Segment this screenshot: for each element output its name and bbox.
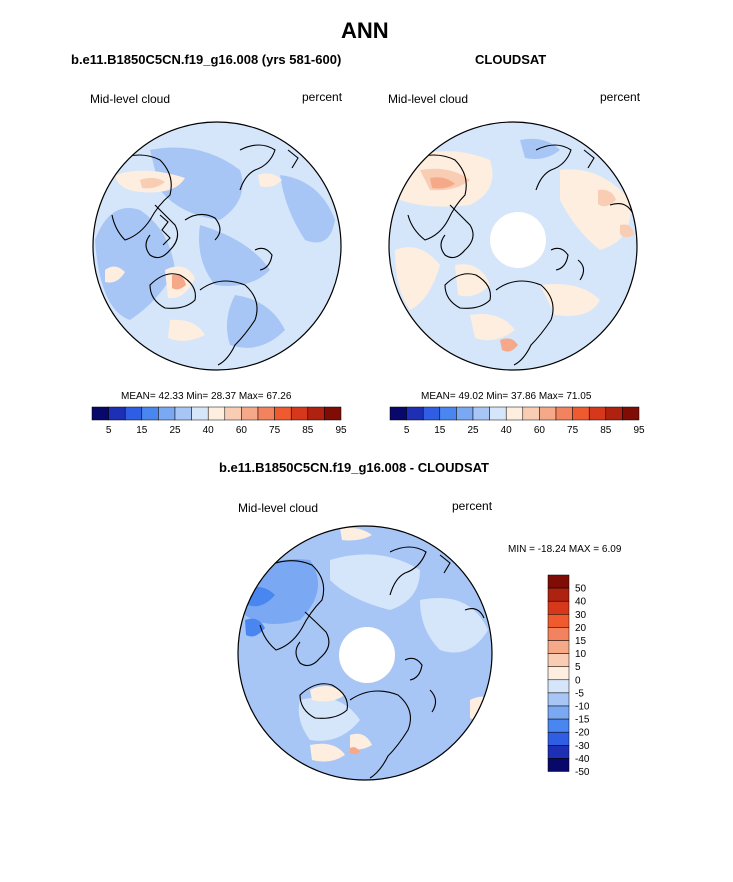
colorbar-tick-label: 60 <box>236 425 248 436</box>
colorbar-tick-label: 50 <box>575 584 587 595</box>
colorbar-swatch <box>547 692 570 707</box>
colorbar-swatch <box>389 406 407 421</box>
panel1-polar-map <box>92 121 342 371</box>
colorbar-swatch <box>547 731 570 746</box>
colorbar-swatch <box>224 406 242 421</box>
colorbar-tick-label: -20 <box>575 728 590 739</box>
colorbar-tick-label: 95 <box>335 425 347 436</box>
colorbar-tick-label: 30 <box>575 610 587 621</box>
colorbar-tick-label: 10 <box>575 649 587 660</box>
colorbar-tick-label: 20 <box>575 623 587 634</box>
colorbar-swatch <box>91 406 109 421</box>
colorbar-swatch <box>241 406 259 421</box>
colorbar-tick-label: 75 <box>269 425 281 436</box>
panel2-colorbar: 5 15 25 40 60 75 85 95 <box>389 406 645 436</box>
colorbar-swatch <box>108 406 126 421</box>
colorbar-swatch <box>274 406 292 421</box>
colorbar-swatch <box>307 406 325 421</box>
panel3-polar-map <box>237 525 493 781</box>
colorbar-swatch <box>174 406 192 421</box>
colorbar-tick-label: -50 <box>575 767 590 778</box>
colorbar-swatch <box>522 406 540 421</box>
panel1-units-label: percent <box>302 90 343 104</box>
colorbar-tick-label: 85 <box>600 425 612 436</box>
colorbar-tick-label: 5 <box>404 425 410 436</box>
panel2-stats: MEAN= 49.02 Min= 37.86 Max= 71.05 <box>421 391 592 402</box>
colorbar-tick-label: 5 <box>106 425 112 436</box>
colorbar-swatch <box>555 406 573 421</box>
colorbar-tick-label: -15 <box>575 715 590 726</box>
colorbar-swatch <box>547 600 570 615</box>
panel1-colorbar: 5 15 25 40 60 75 85 95 <box>91 406 347 436</box>
colorbar-tick-label: 40 <box>575 597 587 608</box>
colorbar-swatch <box>290 406 309 421</box>
panel2-subtitle: CLOUDSAT <box>475 52 547 67</box>
colorbar-tick-label: 85 <box>302 425 314 436</box>
colorbar-swatch <box>191 406 209 421</box>
colorbar-swatch <box>547 614 570 628</box>
colorbar-swatch <box>141 406 159 421</box>
colorbar-swatch <box>572 406 590 421</box>
colorbar-swatch <box>257 406 275 421</box>
colorbar-tick-label: 40 <box>203 425 215 436</box>
colorbar-tick-label: -40 <box>575 754 590 765</box>
colorbar-swatch <box>605 406 623 421</box>
colorbar-tick-label: 5 <box>575 662 581 673</box>
colorbar-swatch <box>456 406 474 421</box>
colorbar-swatch <box>547 574 570 589</box>
colorbar-swatch <box>124 406 143 421</box>
colorbar-tick-label: 25 <box>169 425 181 436</box>
panel3-units-label: percent <box>452 499 493 513</box>
colorbar-tick-label: -10 <box>575 702 590 713</box>
panel3-stats: MIN = -18.24 MAX = 6.09 <box>508 544 622 555</box>
colorbar-tick-label: 60 <box>534 425 546 436</box>
colorbar-swatch <box>539 406 557 421</box>
panel2-polar-map <box>388 121 638 371</box>
colorbar-swatch <box>439 406 457 421</box>
panel1-subtitle: b.e11.B1850C5CN.f19_g16.008 (yrs 581-600… <box>71 52 342 67</box>
colorbar-swatch <box>547 745 570 759</box>
colorbar-tick-label: 25 <box>467 425 479 436</box>
page-title: ANN <box>341 18 389 43</box>
colorbar-tick-label: 95 <box>633 425 645 436</box>
panel2-units-label: percent <box>600 90 641 104</box>
panel1-stats: MEAN= 42.33 Min= 28.37 Max= 67.26 <box>121 391 292 402</box>
colorbar-swatch <box>489 406 507 421</box>
colorbar-swatch <box>472 406 490 421</box>
colorbar-swatch <box>547 587 570 602</box>
panel1-variable-label: Mid-level cloud <box>90 92 171 106</box>
colorbar-swatch <box>547 627 570 641</box>
colorbar-swatch <box>547 718 570 733</box>
colorbar-swatch <box>547 666 570 681</box>
colorbar-swatch <box>622 406 640 421</box>
colorbar-swatch <box>547 679 570 694</box>
colorbar-tick-label: 0 <box>575 675 581 686</box>
colorbar-swatch <box>207 406 226 421</box>
colorbar-tick-label: -30 <box>575 741 590 752</box>
colorbar-tick-label: 40 <box>501 425 513 436</box>
colorbar-tick-label: 15 <box>136 425 148 436</box>
panel3-subtitle: b.e11.B1850C5CN.f19_g16.008 - CLOUDSAT <box>219 460 489 475</box>
colorbar-swatch <box>158 406 176 421</box>
colorbar-tick-label: 75 <box>567 425 579 436</box>
colorbar-swatch <box>588 406 607 421</box>
colorbar-swatch <box>547 758 570 772</box>
colorbar-swatch <box>406 406 424 421</box>
colorbar-swatch <box>505 406 524 421</box>
colorbar-tick-label: 15 <box>434 425 446 436</box>
panel3-variable-label: Mid-level cloud <box>238 501 319 515</box>
colorbar-swatch <box>547 705 570 720</box>
colorbar-swatch <box>422 406 441 421</box>
colorbar-swatch <box>324 406 342 421</box>
colorbar-swatch <box>547 640 570 654</box>
colorbar-tick-label: -5 <box>575 688 584 699</box>
colorbar-tick-label: 15 <box>575 636 587 647</box>
colorbar-swatch <box>547 653 570 667</box>
panel2-variable-label: Mid-level cloud <box>388 92 469 106</box>
